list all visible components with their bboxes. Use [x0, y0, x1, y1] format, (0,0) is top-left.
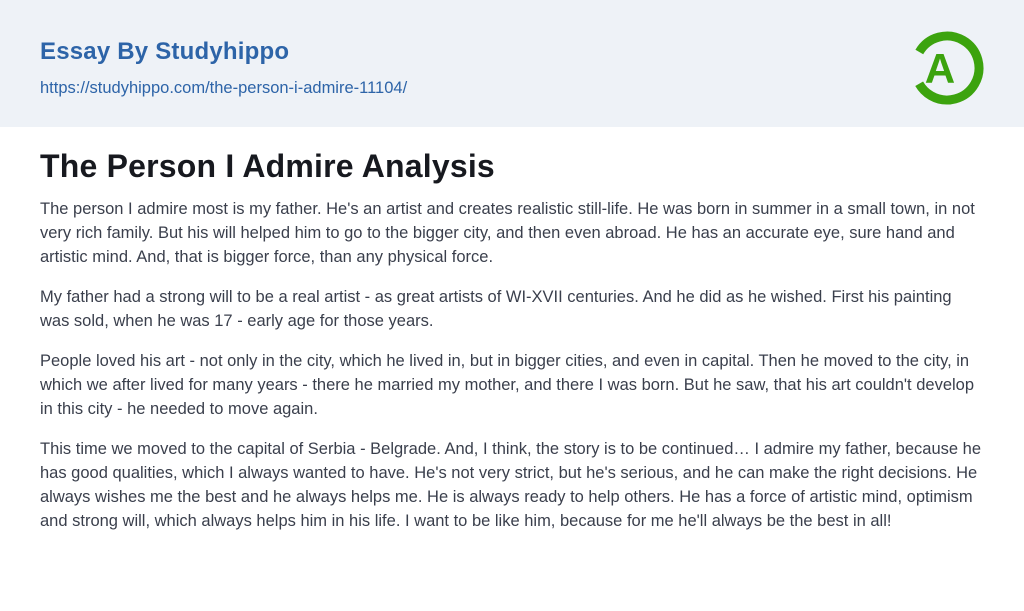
essay-paragraph-2: My father had a strong will to be a real…: [40, 288, 952, 331]
logo-letter: A: [925, 44, 955, 91]
page-title: The Person I Admire Analysis: [40, 148, 495, 184]
page-header: Essay By Studyhippo https://studyhippo.c…: [0, 0, 1024, 127]
header-text-block: Essay By Studyhippo https://studyhippo.c…: [40, 38, 407, 98]
studyhippo-logo-icon: A: [910, 31, 984, 104]
header-title: Essay By Studyhippo: [40, 37, 290, 65]
article-body: The Person I Admire Analysis The person …: [0, 127, 1024, 533]
essay-url-link[interactable]: https://studyhippo.com/the-person-i-admi…: [40, 78, 408, 97]
essay-paragraph-3: People loved his art - not only in the c…: [40, 352, 975, 419]
essay-paragraph-1: The person I admire most is my father. H…: [40, 200, 975, 267]
essay-paragraph-4: This time we moved to the capital of Ser…: [40, 440, 981, 531]
